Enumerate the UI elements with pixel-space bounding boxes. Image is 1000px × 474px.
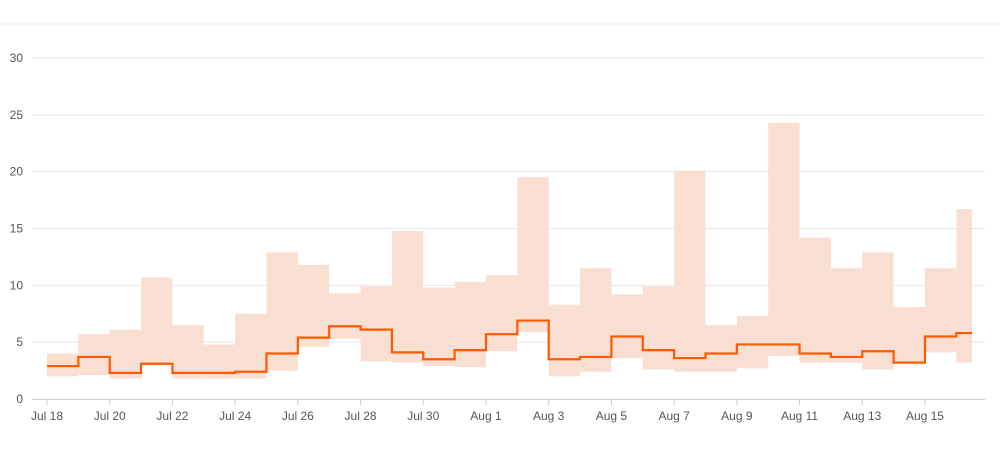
band-segment-10 xyxy=(360,286,392,362)
axis-layer xyxy=(32,399,985,405)
band-segment-17 xyxy=(580,268,612,372)
band-segment-29 xyxy=(956,209,972,363)
x-tick-label-1: Jul 20 xyxy=(94,409,126,423)
x-tick-label-4: Jul 26 xyxy=(282,409,314,423)
band-segment-15 xyxy=(517,177,549,332)
band-segment-4 xyxy=(172,325,204,379)
band-segment-23 xyxy=(768,122,800,356)
band-segment-16 xyxy=(548,304,581,377)
x-tick-labels: Jul 18 Jul 20 Jul 22 Jul 24 Jul 26 Jul 28 Jul … xyxy=(31,409,944,423)
x-tick-label-14: Aug 15 xyxy=(906,409,944,423)
band-segment-27 xyxy=(893,306,925,363)
x-tick-label-10: Aug 7 xyxy=(658,409,690,423)
y-tick-label-5: 5 xyxy=(16,335,23,349)
band-segment-21 xyxy=(705,325,737,372)
band-segment-22 xyxy=(736,316,769,369)
x-tick-label-3: Jul 24 xyxy=(219,409,251,423)
band-segment-8 xyxy=(297,264,330,347)
band-segment-25 xyxy=(830,268,863,363)
x-tick-label-2: Jul 22 xyxy=(156,409,188,423)
band-layer xyxy=(47,122,972,379)
x-tick-label-8: Aug 3 xyxy=(533,409,565,423)
band-segment-28 xyxy=(924,268,957,353)
x-tick-label-5: Jul 28 xyxy=(345,409,377,423)
y-tick-label-20: 20 xyxy=(10,165,24,179)
y-tick-labels: 0 5 10 15 20 25 30 xyxy=(10,51,24,406)
x-tick-label-9: Aug 5 xyxy=(596,409,628,423)
band-segment-20 xyxy=(674,170,706,372)
y-tick-label-25: 25 xyxy=(10,108,24,122)
x-tick-label-13: Aug 13 xyxy=(843,409,881,423)
band-segment-26 xyxy=(862,252,894,370)
band-segment-12 xyxy=(423,287,455,367)
band-segment-14 xyxy=(485,275,518,352)
x-tick-label-11: Aug 9 xyxy=(721,409,753,423)
band-segment-7 xyxy=(266,252,298,371)
band-segment-0 xyxy=(47,353,79,377)
band-segment-2 xyxy=(109,329,142,379)
band-segment-24 xyxy=(799,237,831,363)
y-tick-label-10: 10 xyxy=(10,278,24,292)
band-segment-3 xyxy=(141,277,173,365)
band-segment-6 xyxy=(235,313,267,379)
band-segment-13 xyxy=(454,281,486,368)
line-layer xyxy=(47,319,972,374)
band-segment-1 xyxy=(78,334,110,376)
x-tick-label-12: Aug 11 xyxy=(781,409,818,423)
band-segment-18 xyxy=(611,294,643,359)
x-tick-label-7: Aug 1 xyxy=(470,409,502,423)
y-tick-label-0: 0 xyxy=(16,392,23,406)
series-line xyxy=(47,319,972,374)
band-segment-19 xyxy=(642,286,675,370)
x-tick-label-6: Jul 30 xyxy=(407,409,439,423)
y-tick-label-15: 15 xyxy=(10,222,24,236)
y-tick-label-30: 30 xyxy=(10,51,24,65)
band-segment-9 xyxy=(329,293,361,339)
band-segment-11 xyxy=(391,230,424,363)
x-tick-label-0: Jul 18 xyxy=(31,409,63,423)
